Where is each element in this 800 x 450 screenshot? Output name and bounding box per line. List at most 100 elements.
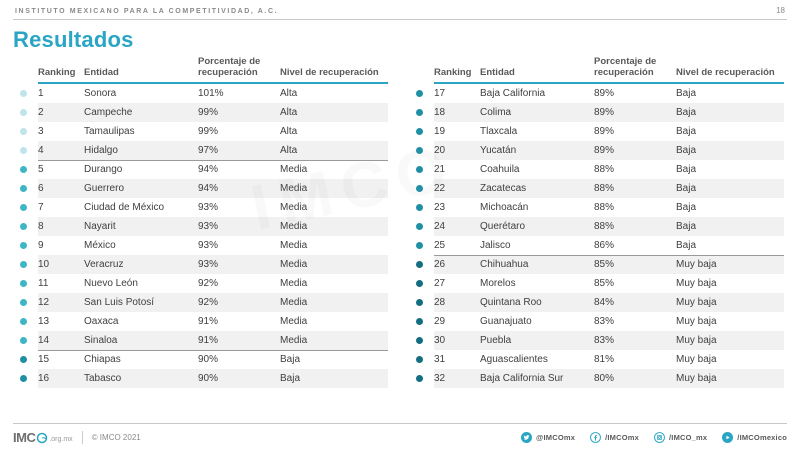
- social-item[interactable]: @IMCOmx: [520, 432, 576, 443]
- table-row: 8 Nayarit 93% Media: [16, 216, 388, 236]
- pct-cell: 88%: [594, 163, 615, 175]
- pct-cell: 92%: [198, 277, 219, 289]
- pct-cell: 94%: [198, 182, 219, 194]
- pct-cell: 83%: [594, 334, 615, 346]
- table-row: 11 Nuevo León 92% Media: [16, 274, 388, 293]
- dot-cell: [412, 255, 434, 274]
- level-dot: [20, 298, 27, 306]
- table-row: 29 Guanajuato 83% Muy baja: [412, 312, 784, 331]
- table-row: 7 Ciudad de México 93% Media: [16, 198, 388, 217]
- imco-logo-o-icon: [37, 432, 48, 443]
- dot-cell: [16, 198, 38, 217]
- entity-cell: Puebla: [480, 334, 512, 346]
- level-dot: [416, 108, 423, 116]
- pct-cell: 83%: [594, 315, 615, 327]
- rank-cell: 11: [38, 277, 49, 289]
- level-cell: Muy baja: [676, 259, 717, 271]
- rank-cell: 8: [38, 220, 44, 232]
- column-header-nivel: Nivel de recuperación: [280, 66, 379, 78]
- entity-cell: Baja California: [480, 87, 546, 99]
- rank-cell: 22: [434, 182, 446, 194]
- rank-cell: 21: [434, 163, 446, 175]
- rank-cell: 16: [38, 372, 50, 384]
- dot-cell: [16, 312, 38, 331]
- level-cell: Baja: [676, 182, 697, 194]
- rank-cell: 10: [38, 258, 50, 270]
- table-row: 9 México 93% Media: [16, 236, 388, 255]
- dot-cell: [16, 274, 38, 293]
- dot-cell: [16, 141, 38, 160]
- level-cell: Media: [280, 164, 308, 176]
- rank-cell: 14: [38, 334, 50, 346]
- entity-cell: Durango: [84, 164, 123, 176]
- entity-cell: Chihuahua: [480, 259, 529, 271]
- pct-cell: 92%: [198, 296, 219, 308]
- table-body-left: 1 Sonora 101% Alta 2 Campeche 99% Alta 3 Tamaulip…: [16, 84, 388, 388]
- level-dot: [416, 374, 423, 382]
- social-item[interactable]: /IMCO_mx: [654, 432, 707, 443]
- dot-cell: [412, 312, 434, 331]
- rank-cell: 29: [434, 315, 446, 327]
- social-handle: @IMCOmx: [535, 433, 576, 442]
- level-dot: [416, 165, 423, 173]
- level-dot: [416, 317, 423, 325]
- level-cell: Alta: [280, 106, 298, 118]
- pct-cell: 85%: [594, 277, 615, 289]
- entity-cell: Sonora: [84, 87, 117, 99]
- rank-cell: 9: [38, 239, 44, 251]
- level-dot: [416, 298, 423, 306]
- level-dot: [20, 336, 27, 344]
- entity-cell: Oaxaca: [84, 315, 119, 327]
- level-cell: Muy baja: [676, 315, 717, 327]
- rank-cell: 18: [434, 106, 446, 118]
- dot-cell: [412, 369, 434, 388]
- level-dot: [416, 355, 423, 363]
- level-cell: Media: [280, 334, 308, 346]
- dot-column-spacer: [16, 57, 38, 84]
- social-item[interactable]: /IMCOmx: [590, 432, 639, 443]
- imco-logo-text: IMC: [13, 430, 36, 445]
- pct-cell: 89%: [594, 87, 615, 99]
- level-dot: [416, 279, 423, 287]
- table-row: 13 Oaxaca 91% Media: [16, 312, 388, 331]
- rank-cell: 24: [434, 220, 446, 232]
- table-row: 3 Tamaulipas 99% Alta: [16, 122, 388, 141]
- imco-logo: IMC .org.mx: [13, 430, 73, 445]
- table-row: 10 Veracruz 93% Media: [16, 254, 388, 274]
- table-row: 5 Durango 94% Media: [16, 159, 388, 179]
- pct-cell: 93%: [198, 258, 219, 270]
- pct-cell: 101%: [198, 87, 224, 99]
- table-row: 23 Michoacán 88% Baja: [412, 198, 784, 217]
- level-dot: [416, 260, 423, 268]
- column-header-porcentaje: Porcentaje de recuperación: [594, 56, 657, 78]
- entity-cell: Hidalgo: [84, 144, 118, 156]
- entity-cell: Nayarit: [84, 220, 116, 232]
- dot-cell: [16, 331, 38, 350]
- page-number: 18: [776, 6, 785, 15]
- dot-cell: [412, 122, 434, 141]
- social-item[interactable]: /IMCOmexico: [722, 432, 787, 443]
- table-body-right: 17 Baja California 89% Baja 18 Colima 89% Baja 1…: [412, 84, 784, 388]
- org-name: INSTITUTO MEXICANO PARA LA COMPETITIVIDA…: [15, 8, 279, 15]
- rank-cell: 15: [38, 354, 50, 366]
- dot-cell: [412, 103, 434, 122]
- level-dot: [416, 184, 423, 192]
- level-dot: [416, 336, 423, 344]
- dot-cell: [412, 331, 434, 350]
- table-row: 1 Sonora 101% Alta: [16, 84, 388, 103]
- table-row: 15 Chiapas 90% Baja: [16, 349, 388, 369]
- dot-cell: [412, 198, 434, 217]
- pct-cell: 88%: [594, 182, 615, 194]
- results-table-right: Ranking Entidad Porcentaje de recuperaci…: [412, 56, 784, 388]
- rank-cell: 1: [38, 87, 44, 99]
- page-container: INSTITUTO MEXICANO PARA LA COMPETITIVIDA…: [13, 6, 787, 445]
- level-cell: Baja: [676, 144, 697, 156]
- entity-cell: Chiapas: [84, 354, 121, 366]
- pct-cell: 80%: [594, 372, 615, 384]
- dot-cell: [412, 350, 434, 369]
- table-row: 14 Sinaloa 91% Media: [16, 330, 388, 350]
- pct-cell: 90%: [198, 354, 219, 366]
- table-row: 22 Zacatecas 88% Baja: [412, 178, 784, 198]
- level-dot: [20, 203, 27, 211]
- level-cell: Baja: [676, 220, 697, 232]
